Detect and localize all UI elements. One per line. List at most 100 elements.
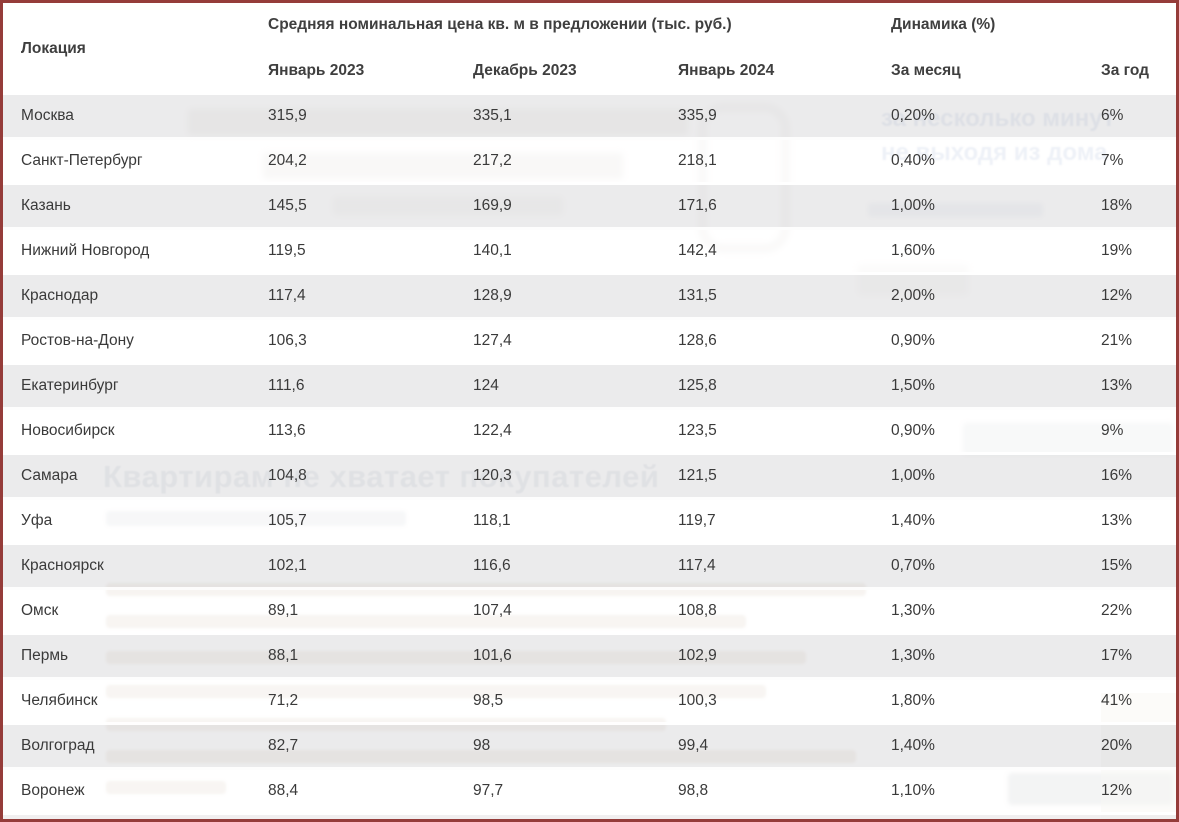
cell-price-jan2023: 113,6 [268,422,306,439]
cell-price-dec2023: 217,2 [473,152,512,169]
header-jan-2024: Январь 2024 [678,62,775,79]
cell-month-change: 1,40% [891,737,935,754]
cell-price-jan2024: 335,9 [678,107,717,124]
table-row: Самара 104,8 120,3 121,5 1,00% 16% [3,455,1176,500]
cell-price-jan2024: 128,6 [678,332,717,349]
table-row: Екатеринбург 111,6 124 125,8 1,50% 13% [3,365,1176,410]
cell-year-change: 7% [1101,152,1124,169]
cell-location: Уфа [21,512,53,529]
cell-month-change: 1,10% [891,782,935,799]
cell-year-change: 13% [1101,377,1133,394]
cell-location: Самара [21,467,78,484]
cell-month-change: 2,00% [891,287,935,304]
cell-month-change: 1,40% [891,512,935,529]
cell-year-change: 16% [1101,467,1133,484]
cell-price-jan2024: 119,7 [678,512,716,529]
cell-year-change: 12% [1101,782,1133,799]
table-header: Локация Средняя номинальная цена кв. м в… [3,3,1176,95]
header-price-group: Средняя номинальная цена кв. м в предлож… [268,16,732,33]
cell-year-change: 18% [1101,197,1133,214]
table-row: Омск 89,1 107,4 108,8 1,30% 22% [3,590,1176,635]
cell-price-dec2023: 128,9 [473,287,512,304]
cell-price-jan2024: 131,5 [678,287,717,304]
cell-price-dec2023: 120,3 [473,467,512,484]
cell-price-dec2023: 169,9 [473,197,512,214]
table-row: Казань 145,5 169,9 171,6 1,00% 18% [3,185,1176,230]
cell-price-jan2024: 121,5 [678,467,717,484]
table-row: Красноярск 102,1 116,6 117,4 0,70% 15% [3,545,1176,590]
cell-price-dec2023: 140,1 [473,242,512,259]
header-dynamics-group: Динамика (%) [891,16,996,33]
cell-month-change: 0,20% [891,107,935,124]
cell-location: Омск [21,602,59,619]
cell-month-change: 1,30% [891,602,935,619]
cell-price-jan2023: 106,3 [268,332,307,349]
cell-price-jan2024: 99,4 [678,737,709,754]
cell-location: Пермь [21,647,69,664]
cell-year-change: 9% [1101,422,1124,439]
cell-price-jan2023: 111,6 [268,377,305,394]
table-row: Челябинск 71,2 98,5 100,3 1,80% 41% [3,680,1176,725]
cell-price-jan2024: 108,8 [678,602,717,619]
cell-location: Екатеринбург [21,377,119,394]
cell-price-dec2023: 335,1 [473,107,512,124]
cell-location: Челябинск [21,692,98,709]
cell-price-dec2023: 116,6 [473,557,511,574]
cell-month-change: 1,50% [891,377,935,394]
cell-month-change: 1,60% [891,242,935,259]
cell-year-change: 20% [1101,737,1133,754]
table-row: Новосибирск 113,6 122,4 123,5 0,90% 9% [3,410,1176,455]
cell-price-jan2023: 105,7 [268,512,307,529]
cell-price-jan2023: 117,4 [268,287,306,304]
cell-price-dec2023: 107,4 [473,602,512,619]
cell-month-change: 1,30% [891,647,935,664]
cell-month-change: 1,00% [891,467,935,484]
table-row: Волгоград 82,7 98 99,4 1,40% 20% [3,725,1176,770]
cell-price-jan2023: 71,2 [268,692,299,709]
cell-price-dec2023: 127,4 [473,332,512,349]
cell-location: Воронеж [21,782,85,799]
cell-location: Санкт-Петербург [21,152,143,169]
cell-price-dec2023: 98 [473,737,491,754]
cell-year-change: 21% [1101,332,1133,349]
table-row: Ростов-на-Дону 106,3 127,4 128,6 0,90% 2… [3,320,1176,365]
cell-year-change: 15% [1101,557,1133,574]
cell-month-change: 0,90% [891,332,935,349]
cell-price-jan2023: 89,1 [268,602,299,619]
cell-year-change: 41% [1101,692,1133,709]
cell-location: Краснодар [21,287,99,304]
cell-location: Волгоград [21,737,95,754]
table-row: Уфа 105,7 118,1 119,7 1,40% 13% [3,500,1176,545]
cell-price-jan2023: 88,1 [268,647,299,664]
cell-location: Красноярск [21,557,104,574]
cell-month-change: 0,90% [891,422,935,439]
table-row: Нижний Новгород 119,5 140,1 142,4 1,60% … [3,230,1176,275]
cell-year-change: 6% [1101,107,1124,124]
cell-price-jan2024: 125,8 [678,377,717,394]
header-location: Локация [21,40,86,57]
cell-price-dec2023: 124 [473,377,499,394]
cell-price-dec2023: 122,4 [473,422,512,439]
cell-price-jan2024: 102,9 [678,647,717,664]
header-year-change: За год [1101,62,1149,79]
cell-year-change: 12% [1101,287,1133,304]
cell-price-jan2024: 142,4 [678,242,717,259]
table-footer-strip [3,815,1176,819]
cell-location: Казань [21,197,71,214]
cell-month-change: 0,70% [891,557,935,574]
cell-year-change: 13% [1101,512,1133,529]
header-dec-2023: Декабрь 2023 [473,62,577,79]
cell-price-jan2024: 98,8 [678,782,709,799]
cell-price-jan2023: 102,1 [268,557,307,574]
cell-price-jan2024: 117,4 [678,557,716,574]
cell-price-dec2023: 101,6 [473,647,512,664]
table-rows: Москва 315,9 335,1 335,9 0,20% 6% Санкт-… [3,95,1176,815]
cell-price-jan2024: 218,1 [678,152,717,169]
table-row: Воронеж 88,4 97,7 98,8 1,10% 12% [3,770,1176,815]
header-month-change: За месяц [891,62,961,79]
cell-price-dec2023: 97,7 [473,782,504,799]
table-row: Краснодар 117,4 128,9 131,5 2,00% 12% [3,275,1176,320]
cell-price-jan2023: 104,8 [268,467,307,484]
cell-price-dec2023: 98,5 [473,692,504,709]
